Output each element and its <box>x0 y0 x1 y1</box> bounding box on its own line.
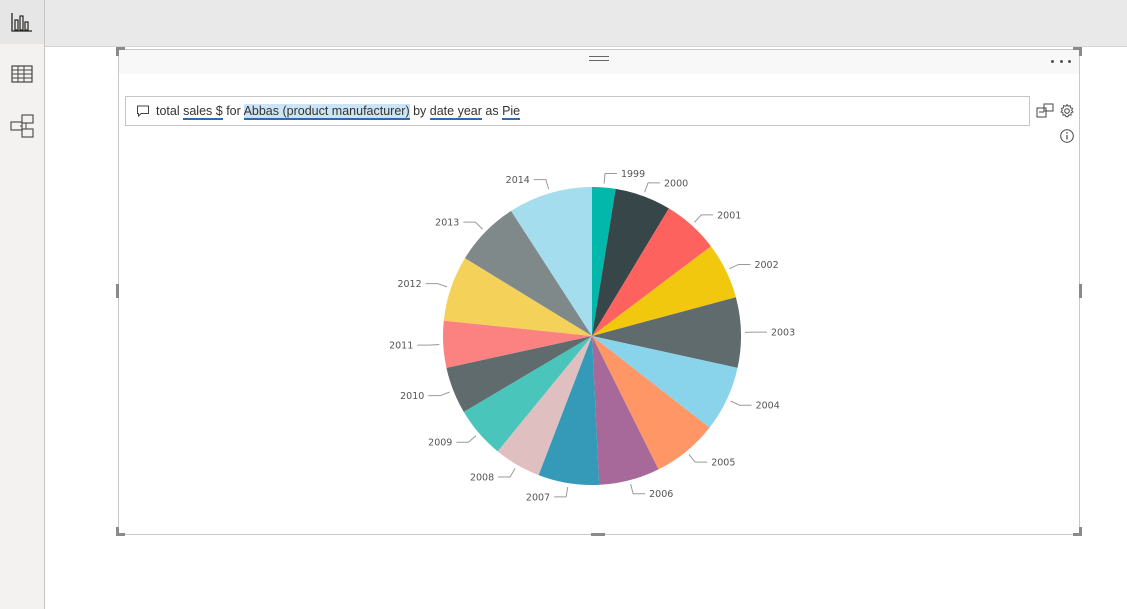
info-button[interactable] <box>1057 126 1077 146</box>
convert-to-visual-button[interactable] <box>1035 101 1055 121</box>
settings-button[interactable] <box>1057 101 1077 121</box>
data-view-button[interactable] <box>0 52 44 96</box>
table-grid-icon <box>11 65 33 83</box>
label-leader-line <box>425 283 448 288</box>
bar-chart-icon <box>11 13 32 32</box>
label-leader-line <box>694 214 714 223</box>
data-label: 2006 <box>649 489 673 500</box>
qa-query: total sales $ for Abbas (product manufac… <box>156 104 521 120</box>
pie-slice-2001[interactable] <box>592 208 711 336</box>
data-label: 2005 <box>711 458 735 469</box>
resize-handle-bottom-left[interactable] <box>116 533 125 536</box>
label-leader-line <box>688 454 708 463</box>
label-leader-line <box>428 391 450 397</box>
label-leader-line <box>533 179 550 190</box>
speech-bubble-icon <box>136 104 150 118</box>
pie-slice-2014[interactable] <box>511 187 592 336</box>
resize-handle-right[interactable] <box>1079 284 1082 298</box>
model-relationship-icon <box>10 114 34 138</box>
drag-grip-icon[interactable] <box>589 56 609 66</box>
view-rail <box>0 0 45 609</box>
resize-handle-bottom-right[interactable] <box>1073 533 1082 536</box>
pie-slice-2000[interactable] <box>592 188 669 336</box>
ribbon-strip <box>45 0 1127 47</box>
resize-handle-bottom-right[interactable] <box>1079 527 1082 536</box>
label-leader-line <box>456 435 477 443</box>
data-label: 1999 <box>621 169 645 180</box>
data-label: 2001 <box>717 210 741 221</box>
pie-slice-2012[interactable] <box>443 258 592 336</box>
gear-icon <box>1060 103 1074 118</box>
pie-slice-2004[interactable] <box>592 336 738 428</box>
label-leader-line <box>554 486 569 498</box>
data-label: 2004 <box>756 401 780 412</box>
convert-to-visual-icon <box>1036 103 1054 118</box>
label-leader-line <box>498 468 516 478</box>
qa-text-connector: as <box>481 104 503 118</box>
pie-slice-2009[interactable] <box>463 336 592 452</box>
data-label: 2012 <box>397 279 421 290</box>
qa-term-measure[interactable]: sales $ <box>183 104 223 120</box>
pie-slice-2008[interactable] <box>497 336 592 476</box>
data-label: 2009 <box>428 438 452 449</box>
label-leader-line <box>729 263 751 270</box>
qa-term-axis[interactable]: date year <box>429 104 482 120</box>
data-label: 2000 <box>664 178 688 189</box>
resize-handle-bottom-left[interactable] <box>116 527 119 536</box>
report-view-button[interactable] <box>0 0 44 44</box>
qa-text-connector: by <box>409 104 430 118</box>
label-leader-line <box>644 182 661 193</box>
data-label: 2011 <box>389 341 413 352</box>
info-icon <box>1060 129 1074 143</box>
qa-term-visual-type[interactable]: Pie <box>502 104 521 120</box>
pie-slice-2006[interactable] <box>592 336 659 485</box>
data-label: 2013 <box>435 218 459 229</box>
pie-slice-2003[interactable] <box>592 297 741 368</box>
resize-handle-top-left[interactable] <box>116 47 125 50</box>
resize-handle-top-right[interactable] <box>1073 47 1082 50</box>
pie-slice-1999[interactable] <box>592 187 616 336</box>
qa-input[interactable]: total sales $ for Abbas (product manufac… <box>125 96 1030 126</box>
pie-slice-2007[interactable] <box>538 336 600 485</box>
label-leader-line <box>463 221 483 230</box>
resize-handle-top-right[interactable] <box>1079 47 1082 56</box>
resize-handle-top-left[interactable] <box>116 47 119 56</box>
data-label: 2007 <box>526 492 550 503</box>
label-leader-line <box>417 344 440 346</box>
more-options-icon[interactable] <box>1049 52 1073 70</box>
model-view-button[interactable] <box>0 104 44 148</box>
data-label: 2003 <box>771 328 795 339</box>
pie-slice-2005[interactable] <box>592 336 710 470</box>
pie-slice-2011[interactable] <box>442 320 592 368</box>
pie-slice-2013[interactable] <box>464 210 592 336</box>
resize-handle-bottom[interactable] <box>591 533 605 536</box>
resize-handle-left[interactable] <box>116 284 119 298</box>
label-leader-line <box>630 483 646 495</box>
pie-slice-2010[interactable] <box>446 336 592 412</box>
qa-term-filter[interactable]: Abbas (product manufacturer) <box>243 104 410 120</box>
pie-slice-2002[interactable] <box>592 246 736 336</box>
label-leader-line <box>730 400 752 406</box>
visual-header <box>119 50 1079 74</box>
qa-text-connector: for <box>222 104 244 118</box>
data-label: 2010 <box>400 391 424 402</box>
data-label: 2014 <box>506 175 530 186</box>
qa-text-prefix: total <box>156 104 184 118</box>
data-label: 2002 <box>754 260 778 271</box>
data-label: 2008 <box>470 472 494 483</box>
label-leader-line <box>603 173 617 184</box>
